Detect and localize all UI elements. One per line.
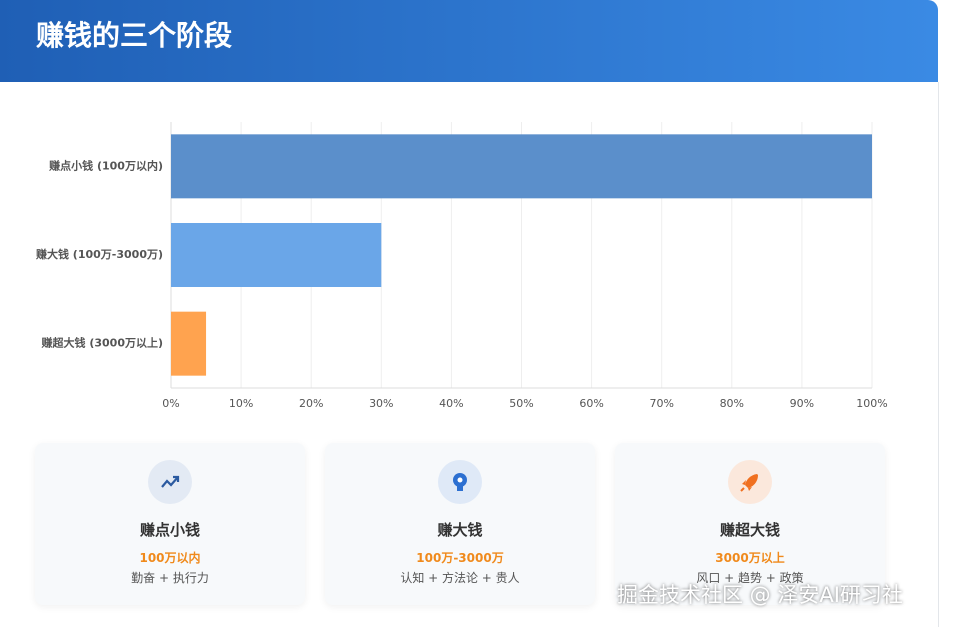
x-tick-label: 40% bbox=[439, 397, 463, 410]
header: 赚钱的三个阶段 bbox=[0, 0, 938, 82]
card-keys: 勤奋 + 执行力 bbox=[131, 571, 209, 585]
x-tick-label: 50% bbox=[509, 397, 533, 410]
card-title: 赚点小钱 bbox=[139, 521, 200, 539]
y-tick-label: 赚大钱 (100万-3000万) bbox=[35, 247, 163, 261]
card-range: 100万-3000万 bbox=[416, 551, 504, 565]
card-title: 赚超大钱 bbox=[719, 521, 780, 539]
x-tick-label: 70% bbox=[649, 397, 673, 410]
bar bbox=[171, 311, 207, 376]
icon bbox=[438, 460, 482, 504]
x-tick-label: 20% bbox=[299, 397, 323, 410]
x-tick-label: 100% bbox=[856, 397, 887, 410]
x-tick-label: 30% bbox=[369, 397, 393, 410]
bar bbox=[171, 223, 382, 287]
header-title: 赚钱的三个阶段 bbox=[36, 19, 233, 52]
icon bbox=[148, 460, 192, 504]
y-tick-label: 赚超大钱 (3000万以上) bbox=[41, 336, 164, 350]
card: 赚超大钱 3000万以上 风口 + 趋势 + 政策 bbox=[615, 443, 885, 605]
x-tick-label: 10% bbox=[229, 397, 253, 410]
card: 赚大钱 100万-3000万 认知 + 方法论 + 贵人 bbox=[325, 443, 595, 605]
icon bbox=[728, 460, 772, 504]
card-keys: 风口 + 趋势 + 政策 bbox=[696, 571, 804, 585]
x-tick-label: 0% bbox=[162, 397, 179, 410]
card-range: 3000万以上 bbox=[715, 551, 785, 565]
card-range: 100万以内 bbox=[139, 551, 201, 565]
x-tick-label: 60% bbox=[579, 397, 603, 410]
divider bbox=[938, 82, 939, 627]
watermark: 掘金技术社区 @ 泽安AI研习社 bbox=[617, 583, 903, 607]
y-tick-label: 赚点小钱 (100万以内) bbox=[48, 158, 163, 172]
card-title: 赚大钱 bbox=[437, 521, 483, 539]
card-keys: 认知 + 方法论 + 贵人 bbox=[400, 571, 520, 585]
bar bbox=[171, 134, 872, 199]
card: 赚点小钱 100万以内 勤奋 + 执行力 bbox=[35, 443, 305, 605]
chart: 0% 10% 20% 30% 40% 50% 60% 70% 80% 90% 100% 赚点小钱 (1… bbox=[35, 122, 888, 410]
x-tick-label: 90% bbox=[790, 397, 814, 410]
x-tick-label: 80% bbox=[720, 397, 744, 410]
